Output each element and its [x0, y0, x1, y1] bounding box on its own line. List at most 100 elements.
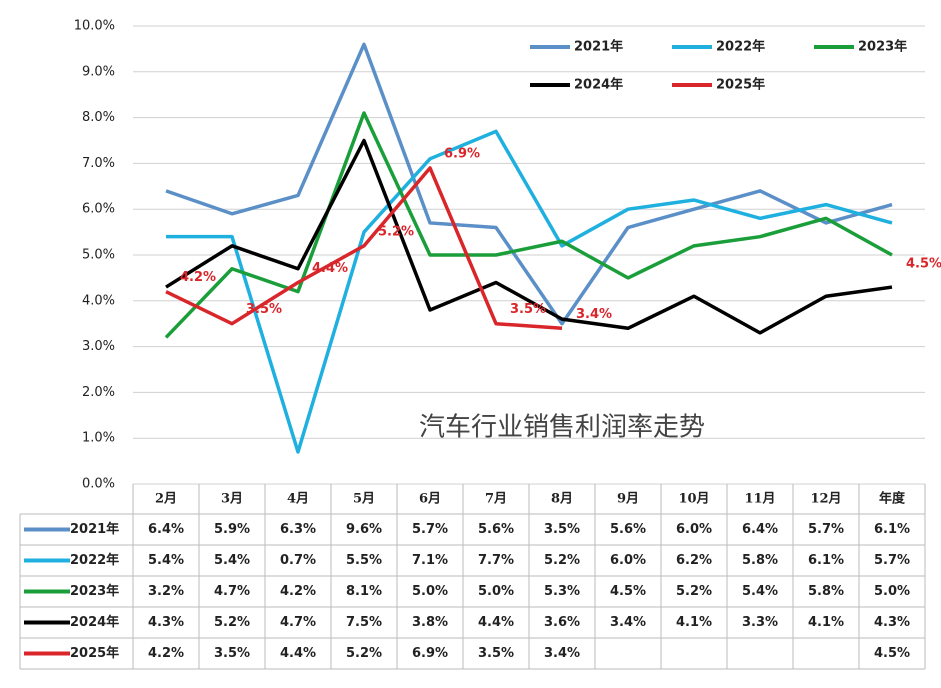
- table-cell: 5.6%: [610, 522, 646, 537]
- table-cell: 4.7%: [280, 615, 316, 630]
- x-tick-label: 5月: [353, 492, 375, 507]
- x-tick-label: 12月: [810, 492, 841, 507]
- y-tick-label: 7.0%: [82, 156, 115, 171]
- table-cell: 6.4%: [148, 522, 184, 537]
- table-cell: 5.9%: [214, 522, 250, 537]
- series-line: [164, 111, 893, 339]
- table-cell: 7.1%: [412, 553, 448, 568]
- y-tick-label: 6.0%: [82, 202, 115, 217]
- table-cell: 4.4%: [280, 646, 316, 661]
- data-label: 3.5%: [246, 302, 282, 317]
- table-cell: 4.5%: [874, 646, 910, 661]
- y-tick-label: 5.0%: [82, 248, 115, 263]
- chart-title: 汽车行业销售利润率走势: [419, 413, 705, 443]
- data-label: 3.5%: [510, 302, 546, 317]
- table-legend-label: 2023年: [70, 583, 119, 599]
- data-label: 6.9%: [444, 146, 480, 161]
- table-cell: 4.3%: [148, 615, 184, 630]
- legend-label: 2023年: [858, 39, 907, 55]
- series-line: [165, 138, 893, 335]
- x-tick-label: 年度: [879, 491, 906, 507]
- table-cell: 6.0%: [610, 553, 646, 568]
- table-cell: 3.4%: [544, 646, 580, 661]
- x-tick-label: 4月: [287, 492, 309, 507]
- table-cell: 6.2%: [676, 553, 712, 568]
- table-cell: 4.2%: [148, 646, 184, 661]
- series-line: [166, 129, 893, 454]
- table-legend-label: 2022年: [70, 552, 119, 568]
- data-label: 4.5%: [906, 256, 941, 271]
- table-cell: 3.5%: [478, 646, 514, 661]
- table-cell: 3.5%: [214, 646, 250, 661]
- table-cell: 5.0%: [412, 584, 448, 599]
- table-cell: 5.2%: [346, 646, 382, 661]
- table-cell: 6.0%: [676, 522, 712, 537]
- legend-label: 2021年: [574, 39, 623, 55]
- table-cell: 7.7%: [478, 553, 514, 568]
- series-line: [165, 42, 893, 326]
- table-cell: 5.8%: [808, 584, 844, 599]
- x-tick-label: 10月: [678, 492, 709, 507]
- table-cell: 4.3%: [874, 615, 910, 630]
- table-cell: 3.4%: [610, 615, 646, 630]
- table-cell: 7.5%: [346, 615, 382, 630]
- table-cell: 5.0%: [874, 584, 910, 599]
- y-tick-label: 1.0%: [82, 431, 115, 446]
- table-legend-label: 2021年: [70, 521, 119, 537]
- table-cell: 3.2%: [148, 584, 184, 599]
- data-label: 4.4%: [312, 261, 348, 276]
- table-cell: 5.7%: [412, 522, 448, 537]
- table-cell: 5.7%: [874, 553, 910, 568]
- table-cell: 4.1%: [676, 615, 712, 630]
- table-cell: 6.1%: [808, 553, 844, 568]
- table-cell: 5.2%: [544, 553, 580, 568]
- table-cell: 5.8%: [742, 553, 778, 568]
- x-tick-label: 8月: [551, 492, 573, 507]
- table-cell: 4.2%: [280, 584, 316, 599]
- data-label: 4.2%: [180, 270, 216, 285]
- table-cell: 5.3%: [544, 584, 580, 599]
- table-cell: 4.5%: [610, 584, 646, 599]
- table-cell: 9.6%: [346, 522, 382, 537]
- table-cell: 5.5%: [346, 553, 382, 568]
- table-cell: 6.4%: [742, 522, 778, 537]
- table-cell: 8.1%: [346, 584, 382, 599]
- table-cell: 3.6%: [544, 615, 580, 630]
- table-cell: 5.4%: [148, 553, 184, 568]
- x-tick-label: 6月: [419, 492, 441, 507]
- table-cell: 3.8%: [412, 615, 448, 630]
- x-tick-label: 9月: [617, 492, 639, 507]
- table-cell: 5.0%: [478, 584, 514, 599]
- data-label: 5.2%: [378, 224, 414, 239]
- table-cell: 6.3%: [280, 522, 316, 537]
- table-cell: 5.2%: [676, 584, 712, 599]
- table-cell: 4.1%: [808, 615, 844, 630]
- legend-label: 2024年: [574, 77, 623, 93]
- table-cell: 3.5%: [544, 522, 580, 537]
- table-legend-label: 2024年: [70, 614, 119, 630]
- y-tick-label: 3.0%: [82, 339, 115, 354]
- y-tick-label: 2.0%: [82, 385, 115, 400]
- table-legend-label: 2025年: [70, 645, 119, 661]
- table-cell: 4.7%: [214, 584, 250, 599]
- y-tick-label: 9.0%: [82, 64, 115, 79]
- data-label: 3.4%: [576, 307, 612, 322]
- y-tick-label: 4.0%: [82, 293, 115, 308]
- x-tick-label: 7月: [485, 492, 507, 507]
- y-tick-label: 10.0%: [74, 19, 115, 34]
- table-cell: 0.7%: [280, 553, 316, 568]
- y-tick-label: 0.0%: [82, 477, 115, 492]
- table-cell: 3.3%: [742, 615, 778, 630]
- table-cell: 6.9%: [412, 646, 448, 661]
- table-cell: 5.7%: [808, 522, 844, 537]
- table-cell: 4.4%: [478, 615, 514, 630]
- legend-label: 2025年: [716, 77, 765, 93]
- table-cell: 5.6%: [478, 522, 514, 537]
- table-cell: 5.4%: [742, 584, 778, 599]
- y-tick-label: 8.0%: [82, 110, 115, 125]
- x-tick-label: 3月: [221, 492, 243, 507]
- x-tick-label: 2月: [155, 492, 177, 507]
- table-cell: 5.2%: [214, 615, 250, 630]
- table-cell: 6.1%: [874, 522, 910, 537]
